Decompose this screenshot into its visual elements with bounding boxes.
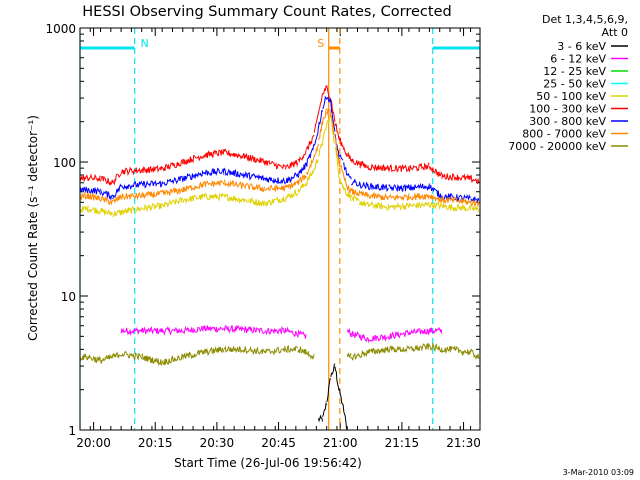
x-tick-label: 21:30: [446, 436, 481, 450]
legend-entry-label: 6 - 12 keV: [550, 53, 606, 66]
chart-title: HESSI Observing Summary Count Rates, Cor…: [82, 4, 451, 20]
plot-frame: [79, 27, 481, 431]
flag-label: S: [317, 37, 324, 50]
y-tick-label: 100: [53, 156, 76, 170]
x-tick-label: 21:00: [323, 436, 358, 450]
series-line: [120, 324, 443, 344]
plot-area: 1 10 100 1000 20:00 20:15 20:30 20:45 21:00 21:15…: [45, 22, 480, 450]
legend-title-line1: Det 1,3,4,5,6,9,: [542, 13, 628, 26]
legend-entry-label: 800 - 7000 keV: [522, 128, 606, 141]
y-axis-label: Corrected Count Rate (s⁻¹ detector⁻¹): [26, 115, 40, 341]
legend-entry-label: 25 - 50 keV: [543, 78, 606, 91]
series-line: [79, 342, 480, 367]
x-tick-label: 20:45: [261, 436, 296, 450]
legend-entry-label: 12 - 25 keV: [543, 65, 606, 78]
legend-entry-label: 3 - 6 keV: [557, 40, 606, 53]
x-tick-label: 20:15: [138, 436, 173, 450]
x-tick-label: 20:00: [76, 436, 111, 450]
footer-date: 3-Mar-2010 03:09: [563, 468, 634, 477]
legend-entry-label: 100 - 300 keV: [529, 103, 606, 116]
series-line: [317, 363, 348, 430]
flag-label: N: [141, 37, 149, 50]
y-tick-label: 1000: [45, 22, 76, 36]
legend-title-line2: Att 0: [602, 26, 628, 39]
series-line: [79, 95, 480, 203]
series-line: [79, 85, 480, 186]
legend-entry-label: 300 - 800 keV: [529, 115, 606, 128]
y-tick-label: 10: [61, 290, 76, 304]
series-line: [79, 114, 480, 218]
x-axis-label: Start Time (26-Jul-06 19:56:42): [174, 456, 362, 470]
x-tick-label: 21:15: [385, 436, 420, 450]
legend-entry-label: 7000 - 20000 keV: [508, 140, 606, 153]
y-tick-label: 1: [68, 424, 76, 438]
series-line: [79, 107, 480, 208]
x-tick-label: 20:30: [200, 436, 235, 450]
legend-entry-label: 50 - 100 keV: [536, 90, 606, 103]
